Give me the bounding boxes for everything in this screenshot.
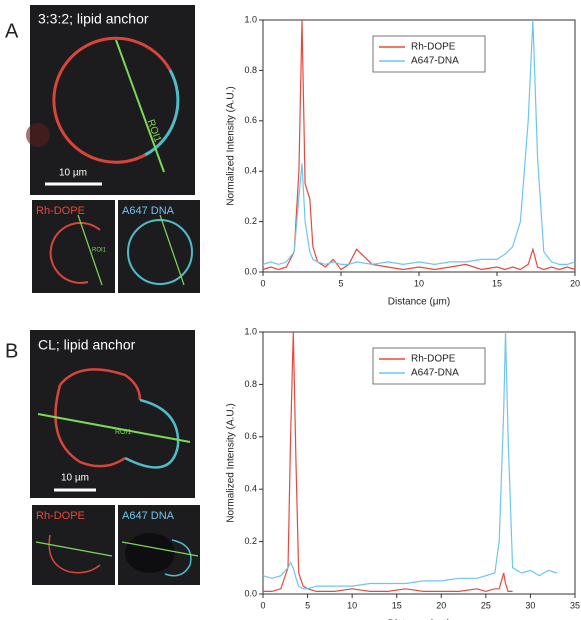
scale-label: 10 µm [59, 168, 87, 179]
y-tick-label: 0.2 [244, 536, 257, 546]
legend-label: A647-DNA [411, 368, 459, 379]
x-tick-label: 25 [481, 600, 491, 610]
x-tick-label: 20 [436, 600, 446, 610]
x-tick-label: 10 [414, 278, 424, 288]
data-line [263, 331, 513, 593]
panel-title: 3:3:2; lipid anchor [38, 11, 149, 27]
data-line [262, 19, 576, 266]
legend-box [372, 35, 486, 73]
y-axis-label: Normalized Intensity (A.U.) [226, 86, 237, 205]
x-axis-label: Distance (μm) [388, 619, 450, 620]
micrograph: ROI1 3:3:2; lipid anchor 10 µm [26, 5, 195, 195]
scale-label: 10 µm [61, 473, 89, 484]
y-axis-label: Normalized Intensity (A.U.) [226, 403, 237, 522]
y-tick-label: 0.0 [244, 266, 257, 276]
channel-label: Rh-DOPE [36, 510, 85, 522]
micrograph-channel: Rh-DOPE [32, 505, 115, 585]
y-tick-label: 0.0 [244, 588, 257, 598]
roi-label: ROI1 [92, 248, 107, 254]
panel-title: CL; lipid anchor [38, 337, 136, 353]
roi-label: ROI1 [115, 429, 131, 436]
x-tick-label: 5 [305, 600, 310, 610]
x-tick-label: 0 [260, 600, 265, 610]
legend-label: A647-DNA [411, 56, 459, 67]
x-axis-label: Distance (μm) [388, 297, 450, 308]
micrograph: ROI1 CL; lipid anchor 10 µm [30, 330, 195, 498]
x-tick-label: 0 [260, 278, 265, 288]
micrograph-channel: A647 DNA [118, 505, 200, 585]
y-tick-label: 0.8 [244, 379, 257, 389]
x-tick-label: 5 [338, 278, 343, 288]
y-tick-label: 1.0 [244, 14, 257, 24]
x-tick-label: 15 [492, 278, 502, 288]
channel-label: Rh-DOPE [36, 205, 85, 217]
x-tick-label: 10 [347, 600, 357, 610]
y-tick-label: 0.8 [244, 65, 257, 75]
y-tick-label: 0.6 [244, 431, 257, 441]
y-tick-label: 0.4 [244, 484, 257, 494]
x-tick-label: 20 [570, 278, 580, 288]
plot-frame [262, 331, 576, 595]
x-tick-label: 30 [525, 600, 535, 610]
legend-label: Rh-DOPE [411, 42, 456, 53]
y-tick-label: 0.4 [244, 166, 257, 176]
channel-label: A647 DNA [122, 205, 175, 217]
y-tick-label: 0.2 [244, 216, 257, 226]
legend-label: Rh-DOPE [411, 354, 456, 365]
channel-label: A647 DNA [122, 510, 175, 522]
micrograph-channel: ROI1 Rh-DOPE [32, 200, 115, 293]
x-tick-label: 35 [570, 600, 580, 610]
y-tick-label: 0.6 [244, 115, 257, 125]
micrograph-channel: A647 DNA [118, 200, 200, 293]
legend-box [372, 347, 486, 385]
data-line [262, 19, 576, 271]
panel-letter: B [5, 340, 18, 362]
panel-letter: A [5, 20, 19, 42]
data-line [262, 331, 558, 590]
x-tick-label: 15 [392, 600, 402, 610]
y-tick-label: 1.0 [244, 326, 257, 336]
